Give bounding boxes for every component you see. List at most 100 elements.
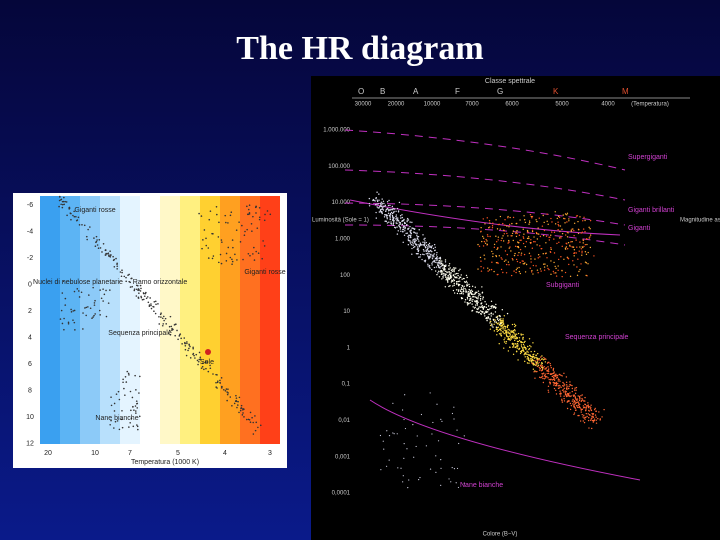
star-dot — [531, 229, 534, 231]
star-dot — [258, 206, 261, 209]
star-dot — [445, 264, 447, 266]
star-dot — [379, 205, 382, 207]
star-dot — [455, 482, 457, 484]
star-dot — [549, 365, 552, 367]
star-dot — [591, 419, 594, 422]
star-dot — [378, 193, 380, 195]
star-dot — [506, 253, 509, 256]
star-dot — [578, 250, 580, 252]
star-dot — [463, 435, 465, 437]
star-dot — [507, 242, 509, 244]
star-dot — [527, 351, 529, 353]
star-dot — [513, 332, 515, 334]
star-dot — [502, 320, 504, 323]
star-dot — [193, 354, 195, 357]
star-dot — [576, 405, 578, 407]
star-dot — [374, 204, 377, 206]
star-dot — [572, 394, 575, 396]
star-dot — [459, 290, 462, 293]
star-dot — [104, 254, 107, 256]
star-dot — [489, 328, 492, 330]
star-dot — [457, 274, 459, 277]
star-dot — [580, 409, 582, 411]
star-dot — [584, 400, 586, 402]
star-dot — [184, 342, 186, 345]
star-dot — [406, 219, 408, 221]
star-dot — [252, 433, 255, 435]
star-dot — [447, 276, 449, 279]
star-dot — [132, 405, 134, 408]
star-dot — [427, 244, 430, 246]
annotation: Giganti brillanti — [628, 207, 675, 214]
star-dot — [72, 310, 75, 312]
star-dot — [423, 242, 426, 244]
star-dot — [138, 392, 140, 394]
class-line — [344, 202, 626, 226]
star-dot — [559, 230, 561, 233]
star-dot — [527, 345, 529, 348]
star-dot — [571, 387, 574, 390]
star-dot — [428, 258, 430, 260]
star-dot — [161, 317, 164, 320]
star-dot — [536, 359, 539, 361]
star-dot — [168, 325, 171, 328]
star-dot — [564, 247, 567, 249]
star-dot — [145, 297, 148, 300]
star-dot — [413, 240, 416, 242]
star-dot — [507, 328, 509, 331]
star-dot — [569, 381, 571, 383]
star-dot — [402, 241, 404, 244]
star-dot — [478, 245, 481, 247]
star-dot — [470, 289, 473, 291]
star-dot — [257, 426, 259, 429]
star-dot — [576, 246, 578, 248]
star-dot — [376, 203, 378, 206]
star-dot — [128, 374, 130, 376]
star-dot — [440, 484, 442, 486]
star-dot — [484, 315, 486, 317]
star-dot — [524, 352, 526, 355]
star-dot — [508, 332, 510, 335]
star-dot — [564, 213, 567, 215]
star-dot — [409, 239, 411, 242]
star-dot — [379, 434, 382, 437]
star-dot — [449, 267, 451, 269]
star-dot — [504, 337, 506, 339]
star-dot — [116, 265, 119, 267]
star-dot — [548, 239, 551, 241]
star-dot — [198, 358, 201, 361]
star-dot — [496, 273, 498, 276]
star-dot — [199, 356, 202, 359]
star-dot — [216, 213, 218, 216]
star-dot — [468, 285, 471, 288]
star-dot — [418, 229, 420, 231]
star-dot — [518, 270, 521, 273]
star-dot — [401, 409, 404, 411]
star-dot — [406, 220, 408, 223]
stripe — [100, 196, 120, 444]
star-dot — [524, 356, 526, 358]
star-dot — [378, 211, 381, 213]
panel — [311, 76, 720, 540]
star-dot — [209, 210, 212, 212]
star-dot — [538, 217, 540, 219]
star-dot — [452, 278, 455, 280]
star-dot — [464, 301, 466, 303]
star-dot — [519, 219, 521, 221]
star-dot — [422, 244, 424, 246]
star-dot — [227, 388, 229, 390]
star-dot — [571, 384, 573, 387]
star-dot — [192, 347, 194, 350]
star-dot — [467, 290, 470, 293]
star-dot — [126, 370, 129, 373]
star-dot — [466, 284, 468, 286]
star-dot — [406, 224, 408, 227]
star-dot — [498, 342, 500, 345]
star-dot — [452, 285, 454, 287]
star-dot — [502, 327, 504, 329]
star-dot — [380, 204, 382, 206]
star-dot — [502, 235, 504, 237]
star-dot — [585, 406, 588, 408]
star-dot — [509, 339, 511, 341]
star-dot — [407, 238, 409, 240]
